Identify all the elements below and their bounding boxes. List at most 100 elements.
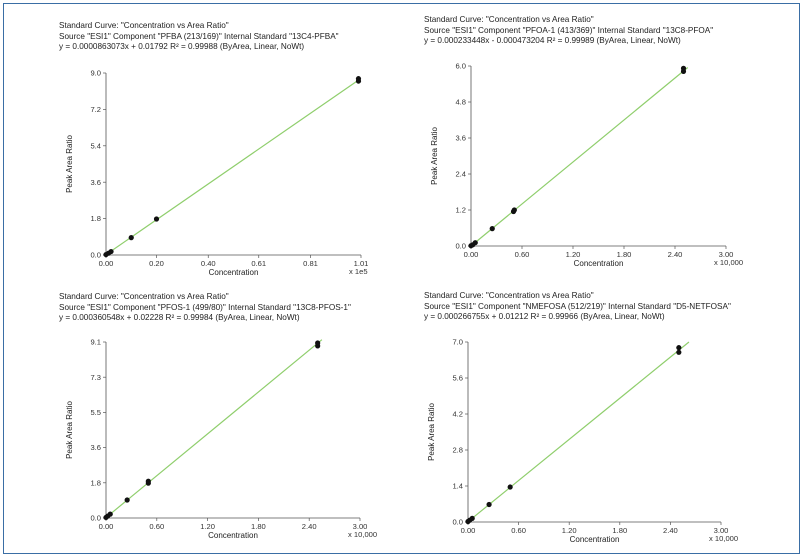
data-point [108,248,114,255]
chart-header: Standard Curve: "Concentration vs Area R… [424,15,713,47]
y-tick-label: 0.0 [452,518,463,527]
y-tick-label: 4.8 [455,98,466,107]
y-tick-label: 2.8 [452,446,463,455]
x-tick-label: 1.20 [200,522,215,531]
chart-header: Standard Curve: "Concentration vs Area R… [59,292,351,324]
x-axis-label: Concentration [570,535,620,544]
x-tick-label: 1.80 [617,250,632,259]
y-tick-label: 5.6 [452,374,463,383]
data-point [315,340,321,346]
y-tick-label: 0.0 [90,251,101,260]
y-tick-label: 3.6 [455,134,466,143]
chart-equation-line: y = 0.000360548x + 0.02228 R² = 0.99984 … [59,313,300,322]
chart-title: Standard Curve: "Concentration vs Area R… [424,291,594,300]
x-tick-label: 0.60 [149,522,164,531]
x-tick-label: 0.61 [251,259,266,268]
y-tick-label: 1.8 [90,214,101,223]
chart-equation-line: y = 0.000266755x + 0.01212 R² = 0.99966 … [424,312,665,321]
y-tick-label: 6.0 [455,62,466,71]
y-tick-label: 1.8 [90,478,101,487]
chart-source-line: Source "ESI1" Component "PFBA (213/169)"… [59,31,339,41]
x-axis-multiplier: x 10,000 [348,530,377,539]
y-tick-label: 3.6 [90,178,101,187]
data-point [676,349,682,355]
chart-panel-pfos: Standard Curve: "Concentration vs Area R… [59,292,379,554]
data-point [472,240,478,246]
y-tick-label: 2.4 [455,170,466,179]
chart-plot: 0.0 1.4 2.8 4.2 5.6 7.0 0.00 0.60 1.20 1.80 2.40 3.… [427,338,738,544]
fit-line [467,341,690,523]
data-point [469,515,475,521]
chart-plot: 0.0 1.8 3.6 5.4 7.2 9.0 0.00 0.20 0.40 0.61 0.81 1.… [65,69,369,277]
y-axis-label: Peak Area Ratio [430,127,439,185]
x-tick-label: 0.40 [201,259,216,268]
x-tick-label: 0.20 [149,259,164,268]
y-tick-label: 7.0 [452,338,463,347]
data-point [145,478,151,484]
y-tick-label: 7.3 [90,373,101,382]
chart-panel-pfba: Standard Curve: "Concentration vs Area R… [59,21,379,283]
x-tick-label: 3.00 [353,522,368,531]
chart-plot: 0.0 1.8 3.6 5.5 7.3 9.1 0.00 0.60 1.20 1.80 2.40 3.… [65,338,377,540]
data-point [486,501,492,508]
y-tick-label: 0.0 [90,514,101,523]
x-tick-label: 1.01 [354,259,369,268]
y-axis-label: Peak Area Ratio [427,403,436,461]
x-tick-label: 1.80 [612,526,627,535]
y-tick-label: 3.6 [90,443,101,452]
x-tick-label: 2.40 [302,522,317,531]
x-axis-multiplier: x 10,000 [709,534,738,543]
x-tick-label: 0.81 [303,259,318,268]
data-point [511,207,517,213]
y-tick-label: 1.2 [455,206,466,215]
x-tick-label: 0.00 [99,522,114,531]
x-tick-label: 2.40 [668,250,683,259]
y-tick-label: 0.0 [455,242,466,251]
x-axis-label: Concentration [208,531,258,540]
x-tick-label: 2.40 [663,526,678,535]
data-point [355,76,362,82]
data-point [153,216,160,222]
chart-header: Standard Curve: "Concentration vs Area R… [59,21,339,53]
x-axis-multiplier: x 1e5 [349,267,368,276]
chart-title: Standard Curve: "Concentration vs Area R… [424,15,594,24]
data-point [489,226,495,232]
y-tick-label: 1.4 [452,482,463,491]
x-tick-label: 0.60 [511,526,526,535]
chart-title: Standard Curve: "Concentration vs Area R… [59,292,229,301]
x-tick-label: 1.80 [251,522,266,531]
x-tick-label: 0.00 [461,526,476,535]
x-axis-label: Concentration [574,259,624,268]
chart-equation-line: y = 0.000233448x - 0.000473204 R² = 0.99… [424,36,681,45]
x-tick-label: 1.20 [562,526,577,535]
data-point [676,345,682,351]
chart-panel-pfoa: Standard Curve: "Concentration vs Area R… [424,15,744,277]
x-axis-multiplier: x 10,000 [714,258,743,267]
chart-equation-line: y = 0.0000863073x + 0.01792 R² = 0.99988… [59,42,305,51]
x-tick-label: 0.00 [464,250,479,259]
x-axis-label: Concentration [209,268,259,277]
chart-plot: 0.0 1.2 2.4 3.6 4.8 6.0 0.00 0.60 1.20 1.80 2.40 3.… [430,62,743,268]
y-tick-label: 9.1 [90,338,101,347]
x-tick-label: 0.60 [515,250,530,259]
y-axis-label: Peak Area Ratio [65,401,74,459]
data-point [507,484,513,490]
data-point [128,235,134,241]
chart-source-line: Source "ESI1" Component "NMEFOSA (512/21… [424,301,731,311]
data-point [680,65,687,71]
fit-line [105,79,359,256]
y-axis-label: Peak Area Ratio [65,135,74,193]
data-point [124,497,130,503]
chart-header: Standard Curve: "Concentration vs Area R… [424,291,731,323]
x-tick-label: 3.00 [719,250,734,259]
y-tick-label: 7.2 [90,105,101,114]
x-tick-label: 3.00 [714,526,729,535]
y-tick-label: 9.0 [90,69,101,78]
chart-panel-nmefosa: Standard Curve: "Concentration vs Area R… [424,291,744,553]
fit-line [105,339,323,519]
y-tick-label: 4.2 [452,410,463,419]
fit-line [470,67,689,247]
chart-title: Standard Curve: "Concentration vs Area R… [59,21,229,30]
y-tick-label: 5.5 [90,408,101,417]
chart-source-line: Source "ESI1" Component "PFOS-1 (499/80)… [59,302,351,312]
